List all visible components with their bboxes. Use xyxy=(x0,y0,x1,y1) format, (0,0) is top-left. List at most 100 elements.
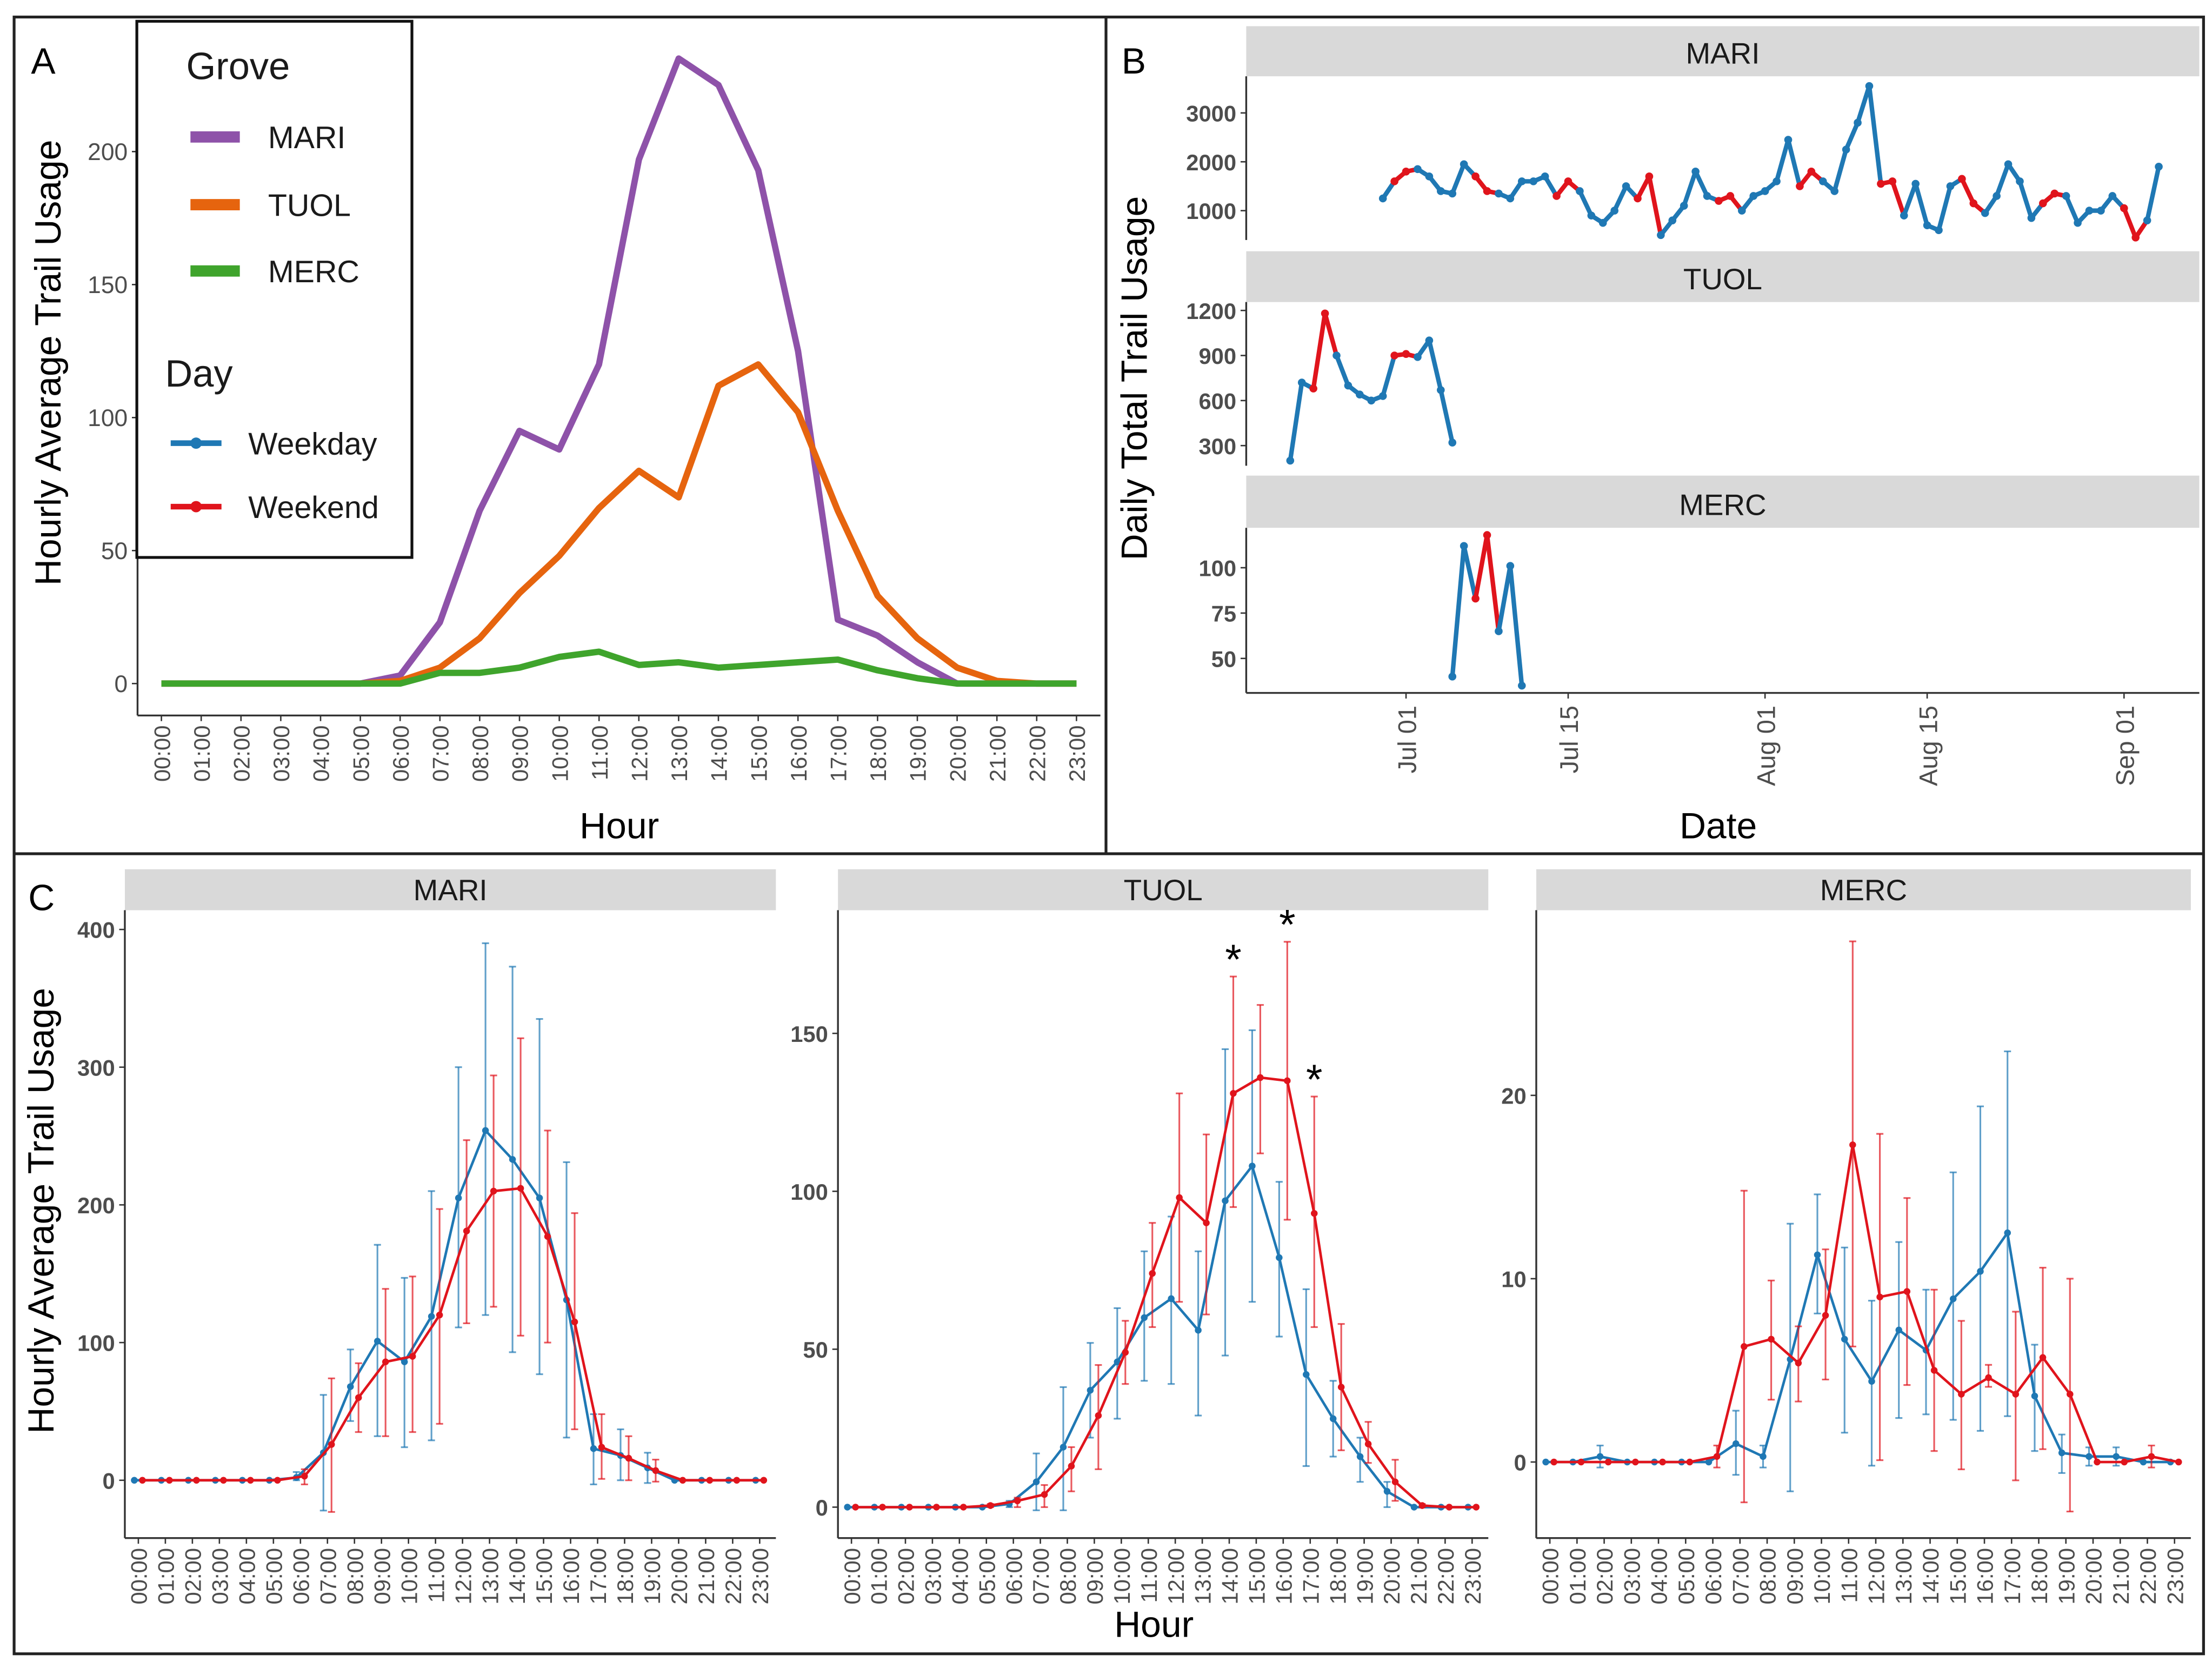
panel-c-tuol-strip xyxy=(838,869,1489,911)
panel-c-tuol-significance-marker: * xyxy=(1306,1055,1322,1103)
panel-b-tuol-segment xyxy=(1311,311,1328,391)
panel-c-mari-weekend-point xyxy=(382,1358,389,1366)
panel-c-tuol-weekend-point xyxy=(852,1504,859,1511)
panel-c-merc-weekday-point xyxy=(1596,1453,1604,1460)
panel-c-merc-x-tick-label: 14:00 xyxy=(1918,1548,1943,1604)
panel-b-mari-segment xyxy=(2063,194,2080,225)
panel-b-chart: MARI 1000 2000 3000 TUOL 300 600 900 1200 MERC 50 7… xyxy=(1186,26,2200,786)
panel-b-mari-point xyxy=(1807,168,1816,176)
panel-b-tuol-segment xyxy=(1288,380,1304,463)
panel-c-merc-x-tick-label: 23:00 xyxy=(2162,1548,2188,1604)
panel-c-merc-weekend-point xyxy=(1550,1458,1557,1466)
panel-b-tuol-point xyxy=(1390,351,1398,360)
panel-b-mari-y-tick-label: 1000 xyxy=(1186,198,1236,224)
panel-c-merc-weekday-point xyxy=(1705,1458,1713,1466)
panel-c-tuol-weekend-point xyxy=(1310,1210,1318,1217)
panel-b-mari-point xyxy=(1495,189,1503,198)
panel-c-merc-x-tick-label: 05:00 xyxy=(1674,1548,1699,1604)
panel-c-tuol-x-tick-label: 13:00 xyxy=(1190,1548,1216,1604)
panel-label-c: C xyxy=(28,878,55,918)
panel-c-tuol-weekday-point xyxy=(1060,1444,1067,1451)
panel-b-mari-point xyxy=(1460,160,1468,169)
panel-c-mari-weekday-point xyxy=(482,1127,489,1134)
panel-c-merc-weekend-point xyxy=(2094,1458,2101,1466)
panel-a-x-tick-label: 11:00 xyxy=(587,726,612,780)
panel-b-mari-point xyxy=(2108,192,2117,200)
panel-c-mari-weekend-point xyxy=(733,1477,741,1484)
panel-c-tuol-x-tick-label: 22:00 xyxy=(1433,1548,1458,1604)
panel-c-tuol-weekend-point xyxy=(1230,1089,1237,1097)
panel-b-mari-point xyxy=(1680,202,1688,210)
panel-b-tuol-strip-label: TUOL xyxy=(1683,262,1762,296)
panel-c-mari-weekday-point xyxy=(590,1445,597,1452)
panel-c-mari-y-tick-label: 100 xyxy=(77,1331,115,1356)
panel-b-mari-point xyxy=(1842,145,1850,154)
panel-c-tuol-weekend-point xyxy=(906,1504,913,1511)
panel-a-x-tick-label: 05:00 xyxy=(348,726,374,782)
panel-c-merc-weekend-point xyxy=(2121,1458,2128,1466)
panel-b-merc-strip-label: MERC xyxy=(1679,488,1766,522)
panel-a-x-tick-label: 12:00 xyxy=(627,726,652,782)
panel-c-mari-weekend-point xyxy=(652,1467,659,1474)
panel-b-mari-point xyxy=(2097,207,2105,215)
panel-c-tuol-weekend-point xyxy=(1445,1504,1453,1511)
panel-c-merc-weekend-point xyxy=(2148,1453,2155,1460)
panel-c-mari-weekday-point xyxy=(131,1477,138,1484)
panel-c-mari-weekend-point xyxy=(490,1187,497,1195)
panel-a-x-tick-label: 07:00 xyxy=(428,726,453,782)
panel-b-merc-y-tick-label: 100 xyxy=(1198,556,1236,581)
panel-c-merc-weekend-point xyxy=(1849,1141,1856,1148)
panel-b-tuol-point xyxy=(1402,350,1410,358)
panel-a-x-tick-label: 23:00 xyxy=(1064,726,1090,782)
panel-b-mari-point xyxy=(1865,82,1874,90)
panel-b-mari-point xyxy=(1773,177,1781,185)
panel-c-mari-weekday-point xyxy=(374,1338,381,1345)
panel-c-tuol-weekend-point xyxy=(987,1502,994,1509)
panel-c-merc-weekday-point xyxy=(2004,1229,2011,1237)
panel-c-mari-weekend-point xyxy=(220,1477,227,1484)
panel-c-mari-x-tick-label: 20:00 xyxy=(667,1548,692,1604)
panel-c-merc-weekday-point xyxy=(1542,1458,1549,1466)
panel-b-mari-point xyxy=(1414,165,1422,174)
panel-b-tuol-point xyxy=(1414,353,1422,361)
panel-b-tuol-point xyxy=(1309,384,1317,393)
panel-b-mari-segment xyxy=(2017,179,2034,221)
panel-c-mari-weekday-point xyxy=(536,1194,543,1201)
panel-b-mari-point xyxy=(1506,194,1515,203)
panel-b-mari-segment xyxy=(1450,162,1467,196)
panel-c-mari-x-tick-label: 19:00 xyxy=(639,1548,665,1604)
panel-c-mari-weekend-point xyxy=(463,1227,470,1235)
panel-c-tuol-weekend-line xyxy=(855,1076,1476,1508)
panel-c-merc-weekend-point xyxy=(1686,1458,1694,1466)
panel-c-mari-weekend-point xyxy=(274,1477,281,1484)
panel-b-tuol-point xyxy=(1356,390,1364,399)
legend-mari-label: MARI xyxy=(268,121,346,155)
panel-c-mari-weekday-point xyxy=(401,1358,408,1366)
panel-b-mari-point xyxy=(1668,216,1677,224)
panel-c-merc-weekday-point xyxy=(2031,1392,2038,1400)
panel-b-mari-point xyxy=(1437,187,1445,195)
panel-c-tuol-weekend-point xyxy=(1203,1219,1210,1227)
panel-c-tuol-weekend-point xyxy=(1418,1502,1426,1509)
panel-c-tuol-x-tick-label: 02:00 xyxy=(894,1548,919,1604)
panel-b-mari-point xyxy=(1483,187,1491,195)
panel-c-tuol-weekday-point xyxy=(1087,1387,1094,1394)
panel-c-mari-y-tick-label: 400 xyxy=(77,918,115,943)
panel-b-tuol-strip xyxy=(1246,251,2200,302)
panel-b-tuol-point xyxy=(1286,456,1295,465)
panel-c-mari-weekday-point xyxy=(347,1383,354,1390)
panel-c-tuol-x-tick-label: 23:00 xyxy=(1460,1548,1485,1604)
panel-c-merc-weekday-point xyxy=(1841,1335,1848,1343)
panel-b-mari-segment xyxy=(1785,137,1802,189)
panel-c-merc-x-tick-label: 04:00 xyxy=(1647,1548,1672,1604)
panel-c-merc-y-tick-label: 10 xyxy=(1501,1267,1526,1292)
panel-c-tuol-x-tick-label: 05:00 xyxy=(974,1548,1000,1604)
legend-box xyxy=(135,19,414,559)
panel-a-x-tick-label: 20:00 xyxy=(945,726,970,782)
panel-c-tuol-strip-label: TUOL xyxy=(1124,873,1203,907)
panel-b-mari-point xyxy=(1553,192,1561,200)
panel-c-mari-x-tick-label: 22:00 xyxy=(721,1548,746,1604)
panel-c-tuol-x-tick-label: 18:00 xyxy=(1325,1548,1350,1604)
panel-b-tuol-y-tick-label: 900 xyxy=(1198,343,1236,369)
panel-c-merc-weekend-point xyxy=(1768,1335,1775,1343)
